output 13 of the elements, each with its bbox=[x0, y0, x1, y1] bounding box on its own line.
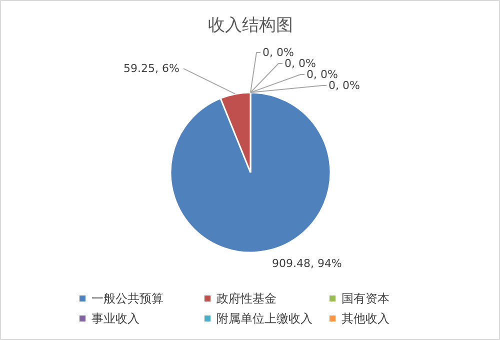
legend-label: 其他收入 bbox=[342, 312, 390, 326]
legend-label: 一般公共预算 bbox=[92, 292, 164, 306]
legend-label: 国有资本 bbox=[342, 292, 390, 306]
legend-label: 附属单位上缴收入 bbox=[216, 312, 312, 326]
data-label: 59.25, 6% bbox=[124, 62, 180, 76]
legend-label: 政府性基金 bbox=[216, 292, 276, 306]
text: 0, 0% bbox=[262, 46, 294, 59]
text: 0, 0% bbox=[306, 68, 338, 81]
text: 0, 0% bbox=[284, 57, 316, 70]
legend-label: 事业收入 bbox=[92, 312, 140, 326]
text: 0, 0% bbox=[328, 79, 360, 92]
chart-title: 收入结构图 bbox=[208, 16, 293, 36]
data-label: 909.48, 94% bbox=[272, 256, 342, 270]
